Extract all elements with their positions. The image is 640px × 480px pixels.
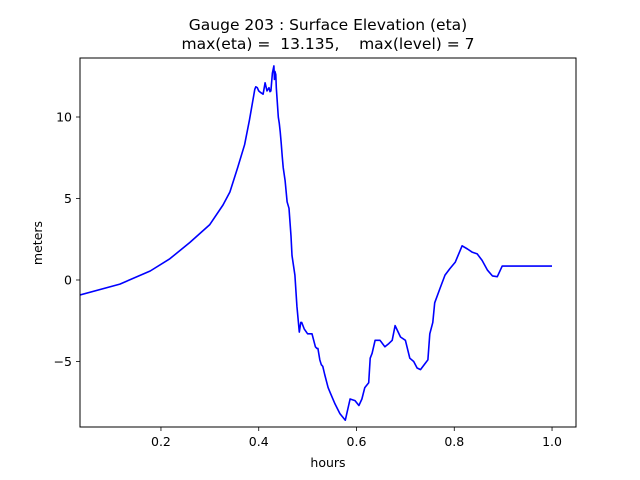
axes-frame: [79, 57, 577, 428]
x-tick-label: 0.2: [151, 434, 171, 449]
ticks: 0.2 0.4 0.6 0.8 1.0 −5 0 5 10: [54, 110, 562, 449]
y-tick-label: 0: [64, 272, 72, 287]
chart-title: Gauge 203 : Surface Elevation (eta): [189, 16, 467, 34]
series-line-eta: [80, 65, 552, 421]
y-tick-label: 10: [56, 110, 72, 125]
chart-subtitle: max(eta) = 13.135, max(level) = 7: [181, 35, 474, 53]
y-tick-label: 5: [64, 191, 72, 206]
x-tick-label: 0.6: [347, 434, 367, 449]
x-tick-label: 0.4: [249, 434, 269, 449]
y-tick-label: −5: [54, 354, 72, 369]
x-tick-label: 0.8: [444, 434, 464, 449]
x-tick-label: 1.0: [542, 434, 562, 449]
y-axis-label: meters: [30, 221, 45, 265]
x-axis-label: hours: [310, 455, 345, 470]
